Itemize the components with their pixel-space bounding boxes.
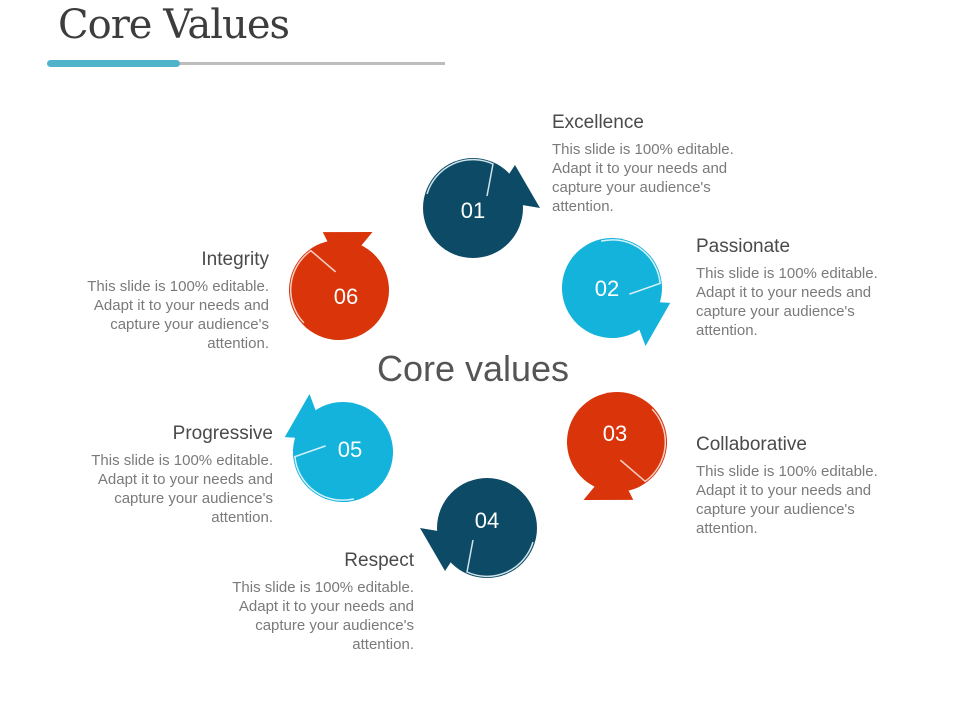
step-number: 02 bbox=[595, 276, 619, 301]
value-passionate: Passionate This slide is 100% editable. … bbox=[696, 236, 896, 340]
cycle-arrow-01: 01 bbox=[423, 158, 540, 258]
value-title: Progressive bbox=[172, 423, 273, 444]
title-accent-bar bbox=[47, 60, 180, 67]
value-progressive: Progressive This slide is 100% editable.… bbox=[73, 423, 273, 527]
cycle-arrow-04: 04 bbox=[420, 478, 537, 578]
cycle-arrow-03: 03 bbox=[567, 392, 667, 501]
value-title: Collaborative bbox=[696, 434, 807, 455]
cycle-arrow-06: 06 bbox=[289, 231, 389, 340]
title-underline bbox=[48, 62, 445, 65]
value-description: This slide is 100% editable. Adapt it to… bbox=[91, 452, 273, 526]
step-number: 05 bbox=[338, 437, 362, 462]
value-title: Passionate bbox=[696, 236, 791, 257]
step-number: 01 bbox=[461, 198, 485, 223]
cycle-arrow-05: 05 bbox=[284, 393, 393, 502]
cycle-arrow-02: 02 bbox=[562, 238, 671, 347]
page-title: Core Values bbox=[58, 2, 290, 48]
value-title: Excellence bbox=[552, 112, 644, 133]
value-excellence: Excellence This slide is 100% editable. … bbox=[552, 112, 752, 216]
value-description: This slide is 100% editable. Adapt it to… bbox=[87, 278, 269, 352]
step-number: 03 bbox=[603, 421, 627, 446]
center-label: Core values bbox=[376, 348, 570, 389]
value-description: This slide is 100% editable. Adapt it to… bbox=[552, 141, 734, 215]
value-description: This slide is 100% editable. Adapt it to… bbox=[696, 463, 878, 537]
value-title: Respect bbox=[344, 550, 414, 571]
value-collaborative: Collaborative This slide is 100% editabl… bbox=[696, 434, 896, 538]
step-number: 04 bbox=[475, 508, 499, 533]
value-description: This slide is 100% editable. Adapt it to… bbox=[232, 579, 414, 653]
value-integrity: Integrity This slide is 100% editable. A… bbox=[69, 249, 269, 353]
value-title: Integrity bbox=[201, 249, 269, 270]
value-description: This slide is 100% editable. Adapt it to… bbox=[696, 265, 878, 339]
step-number: 06 bbox=[334, 284, 358, 309]
value-respect: Respect This slide is 100% editable. Ada… bbox=[214, 550, 414, 654]
